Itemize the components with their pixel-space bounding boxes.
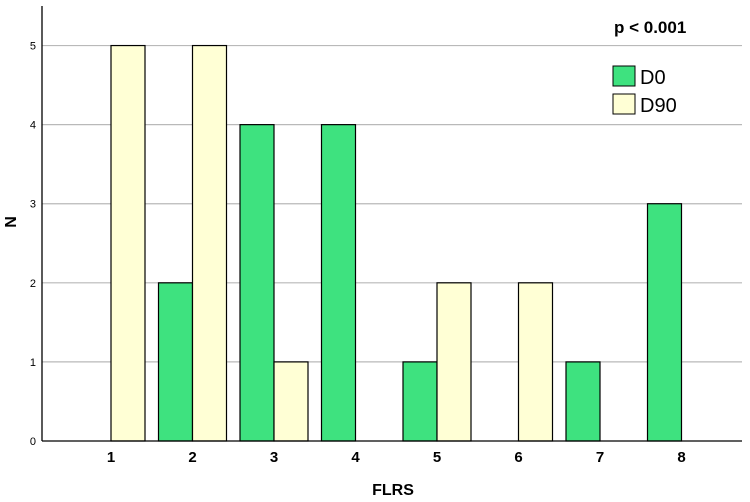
bar-d0-8 <box>646 203 683 442</box>
bar-d90-6 <box>517 282 554 442</box>
legend-label-d0: D0 <box>640 67 666 89</box>
y-tick-label: 0 <box>30 436 36 448</box>
bar-d90-5 <box>436 282 472 442</box>
bar-d90-3 <box>273 361 309 442</box>
y-tick-label: 2 <box>30 278 36 290</box>
bar-d0-5 <box>402 361 438 442</box>
axes <box>41 6 742 442</box>
y-tick-label: 4 <box>30 120 36 132</box>
x-tick-label: 1 <box>107 449 115 466</box>
y-axis-title: N <box>3 216 20 228</box>
x-tick-labels: 1 2 3 4 5 6 7 8 <box>107 449 686 466</box>
bar-d0-4 <box>320 124 357 442</box>
bar-d0-3 <box>239 124 275 442</box>
x-tick-label: 7 <box>596 449 604 466</box>
y-tick-label: 3 <box>30 199 36 211</box>
bar-d0-7 <box>565 361 601 442</box>
p-value-annotation: p < 0.001 <box>614 18 686 37</box>
legend-swatch-d90 <box>612 93 636 115</box>
bars <box>110 44 683 442</box>
legend: D0 D90 <box>612 65 677 117</box>
bar-d90-1 <box>110 44 146 442</box>
bar-d0-2 <box>157 282 194 442</box>
x-tick-label: 6 <box>514 449 522 466</box>
bar-d90-2 <box>191 44 228 442</box>
x-tick-label: 5 <box>433 449 441 466</box>
legend-label-d90: D90 <box>640 95 677 117</box>
gridlines <box>42 44 742 363</box>
x-tick-label: 2 <box>188 449 196 466</box>
y-tick-label: 5 <box>30 41 36 53</box>
y-tick-labels: 0 1 2 3 4 5 <box>30 41 36 448</box>
x-axis-title: FLRS <box>372 482 414 499</box>
x-tick-label: 8 <box>677 449 685 466</box>
legend-swatch-d0 <box>612 65 636 87</box>
x-tick-label: 3 <box>270 449 278 466</box>
x-tick-label: 4 <box>351 449 360 466</box>
y-tick-label: 1 <box>30 357 36 369</box>
